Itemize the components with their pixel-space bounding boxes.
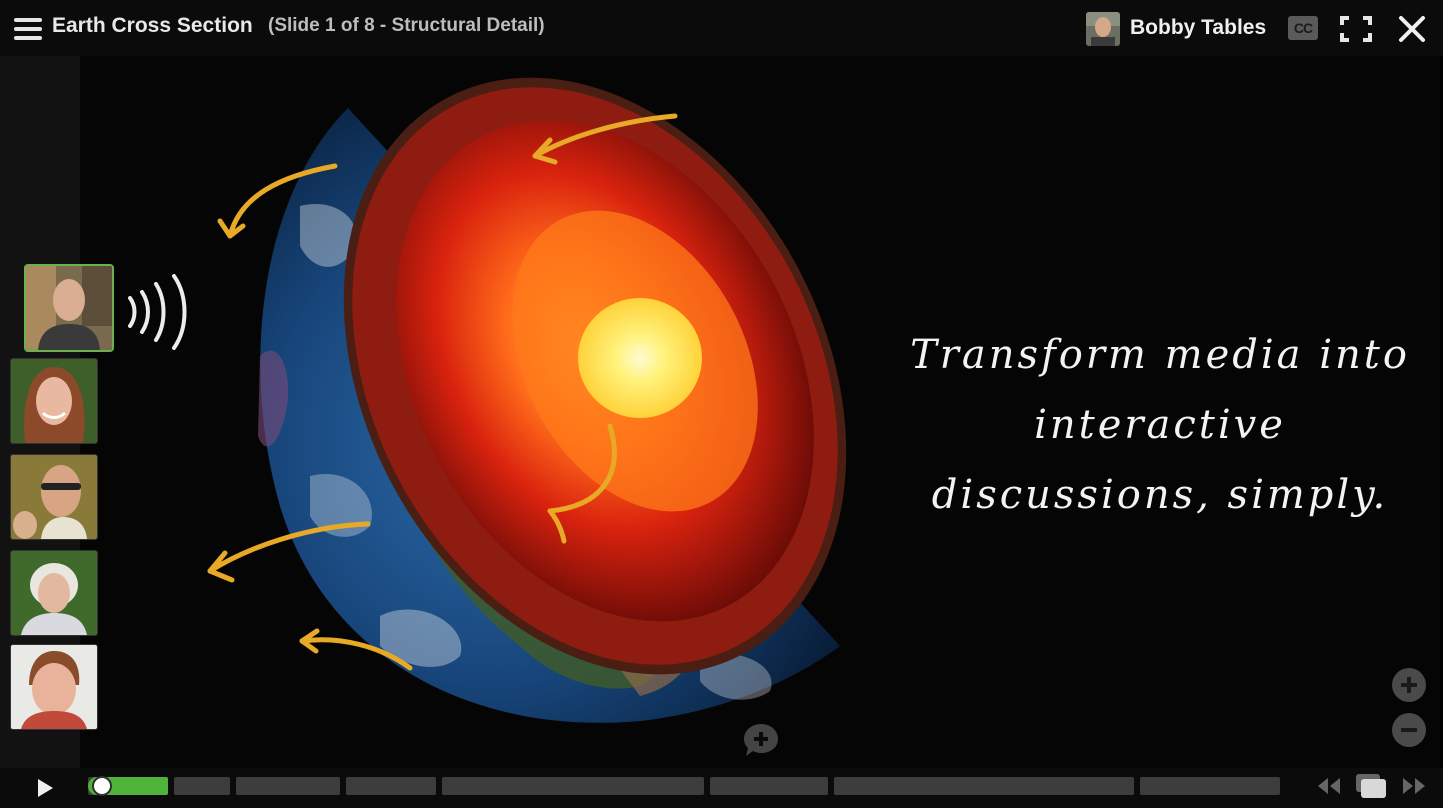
play-icon[interactable]	[36, 778, 54, 798]
participant-avatar-5[interactable]	[10, 644, 98, 730]
participant-avatar-2[interactable]	[10, 358, 98, 444]
participant-avatar-3[interactable]	[10, 454, 98, 540]
timeline-segment[interactable]	[1140, 777, 1280, 795]
headline-line-2: interactive	[1034, 402, 1286, 448]
presentation-title: Earth Cross Section	[52, 14, 253, 37]
user-avatar[interactable]	[1086, 12, 1120, 46]
playhead-handle[interactable]	[92, 776, 112, 796]
rewind-icon[interactable]	[1315, 776, 1343, 796]
voice-activity-icon	[124, 270, 204, 354]
headline-line-1: Transform media into	[910, 332, 1410, 378]
timeline-segment[interactable]	[236, 777, 340, 795]
zoom-in-icon[interactable]	[1392, 668, 1426, 702]
timeline-segment[interactable]	[174, 777, 230, 795]
fast-forward-icon[interactable]	[1400, 776, 1428, 796]
timeline-segment[interactable]	[834, 777, 1134, 795]
add-comment-icon[interactable]	[742, 722, 780, 758]
closed-captions-icon[interactable]: CC	[1288, 16, 1318, 40]
slides-icon[interactable]	[1354, 772, 1388, 800]
fullscreen-icon[interactable]	[1340, 16, 1372, 42]
slide-stage: Transform media into interactive discuss…	[80, 56, 1440, 768]
zoom-out-icon[interactable]	[1392, 713, 1426, 747]
participant-avatar-1[interactable]	[24, 264, 114, 352]
timeline-segment[interactable]	[346, 777, 436, 795]
timeline-segment[interactable]	[710, 777, 828, 795]
top-bar: Earth Cross Section (Slide 1 of 8 - Stru…	[0, 0, 1443, 56]
earth-cross-section-image	[207, 77, 847, 723]
timeline-segment[interactable]	[442, 777, 704, 795]
close-icon[interactable]	[1397, 14, 1427, 44]
menu-icon[interactable]	[14, 18, 42, 40]
headline-line-3: discussions, simply.	[931, 472, 1389, 518]
participant-avatar-4[interactable]	[10, 550, 98, 636]
slide-subtitle: (Slide 1 of 8 - Structural Detail)	[268, 15, 545, 36]
user-name[interactable]: Bobby Tables	[1130, 16, 1267, 39]
slide-headline: Transform media into interactive discuss…	[880, 320, 1440, 530]
